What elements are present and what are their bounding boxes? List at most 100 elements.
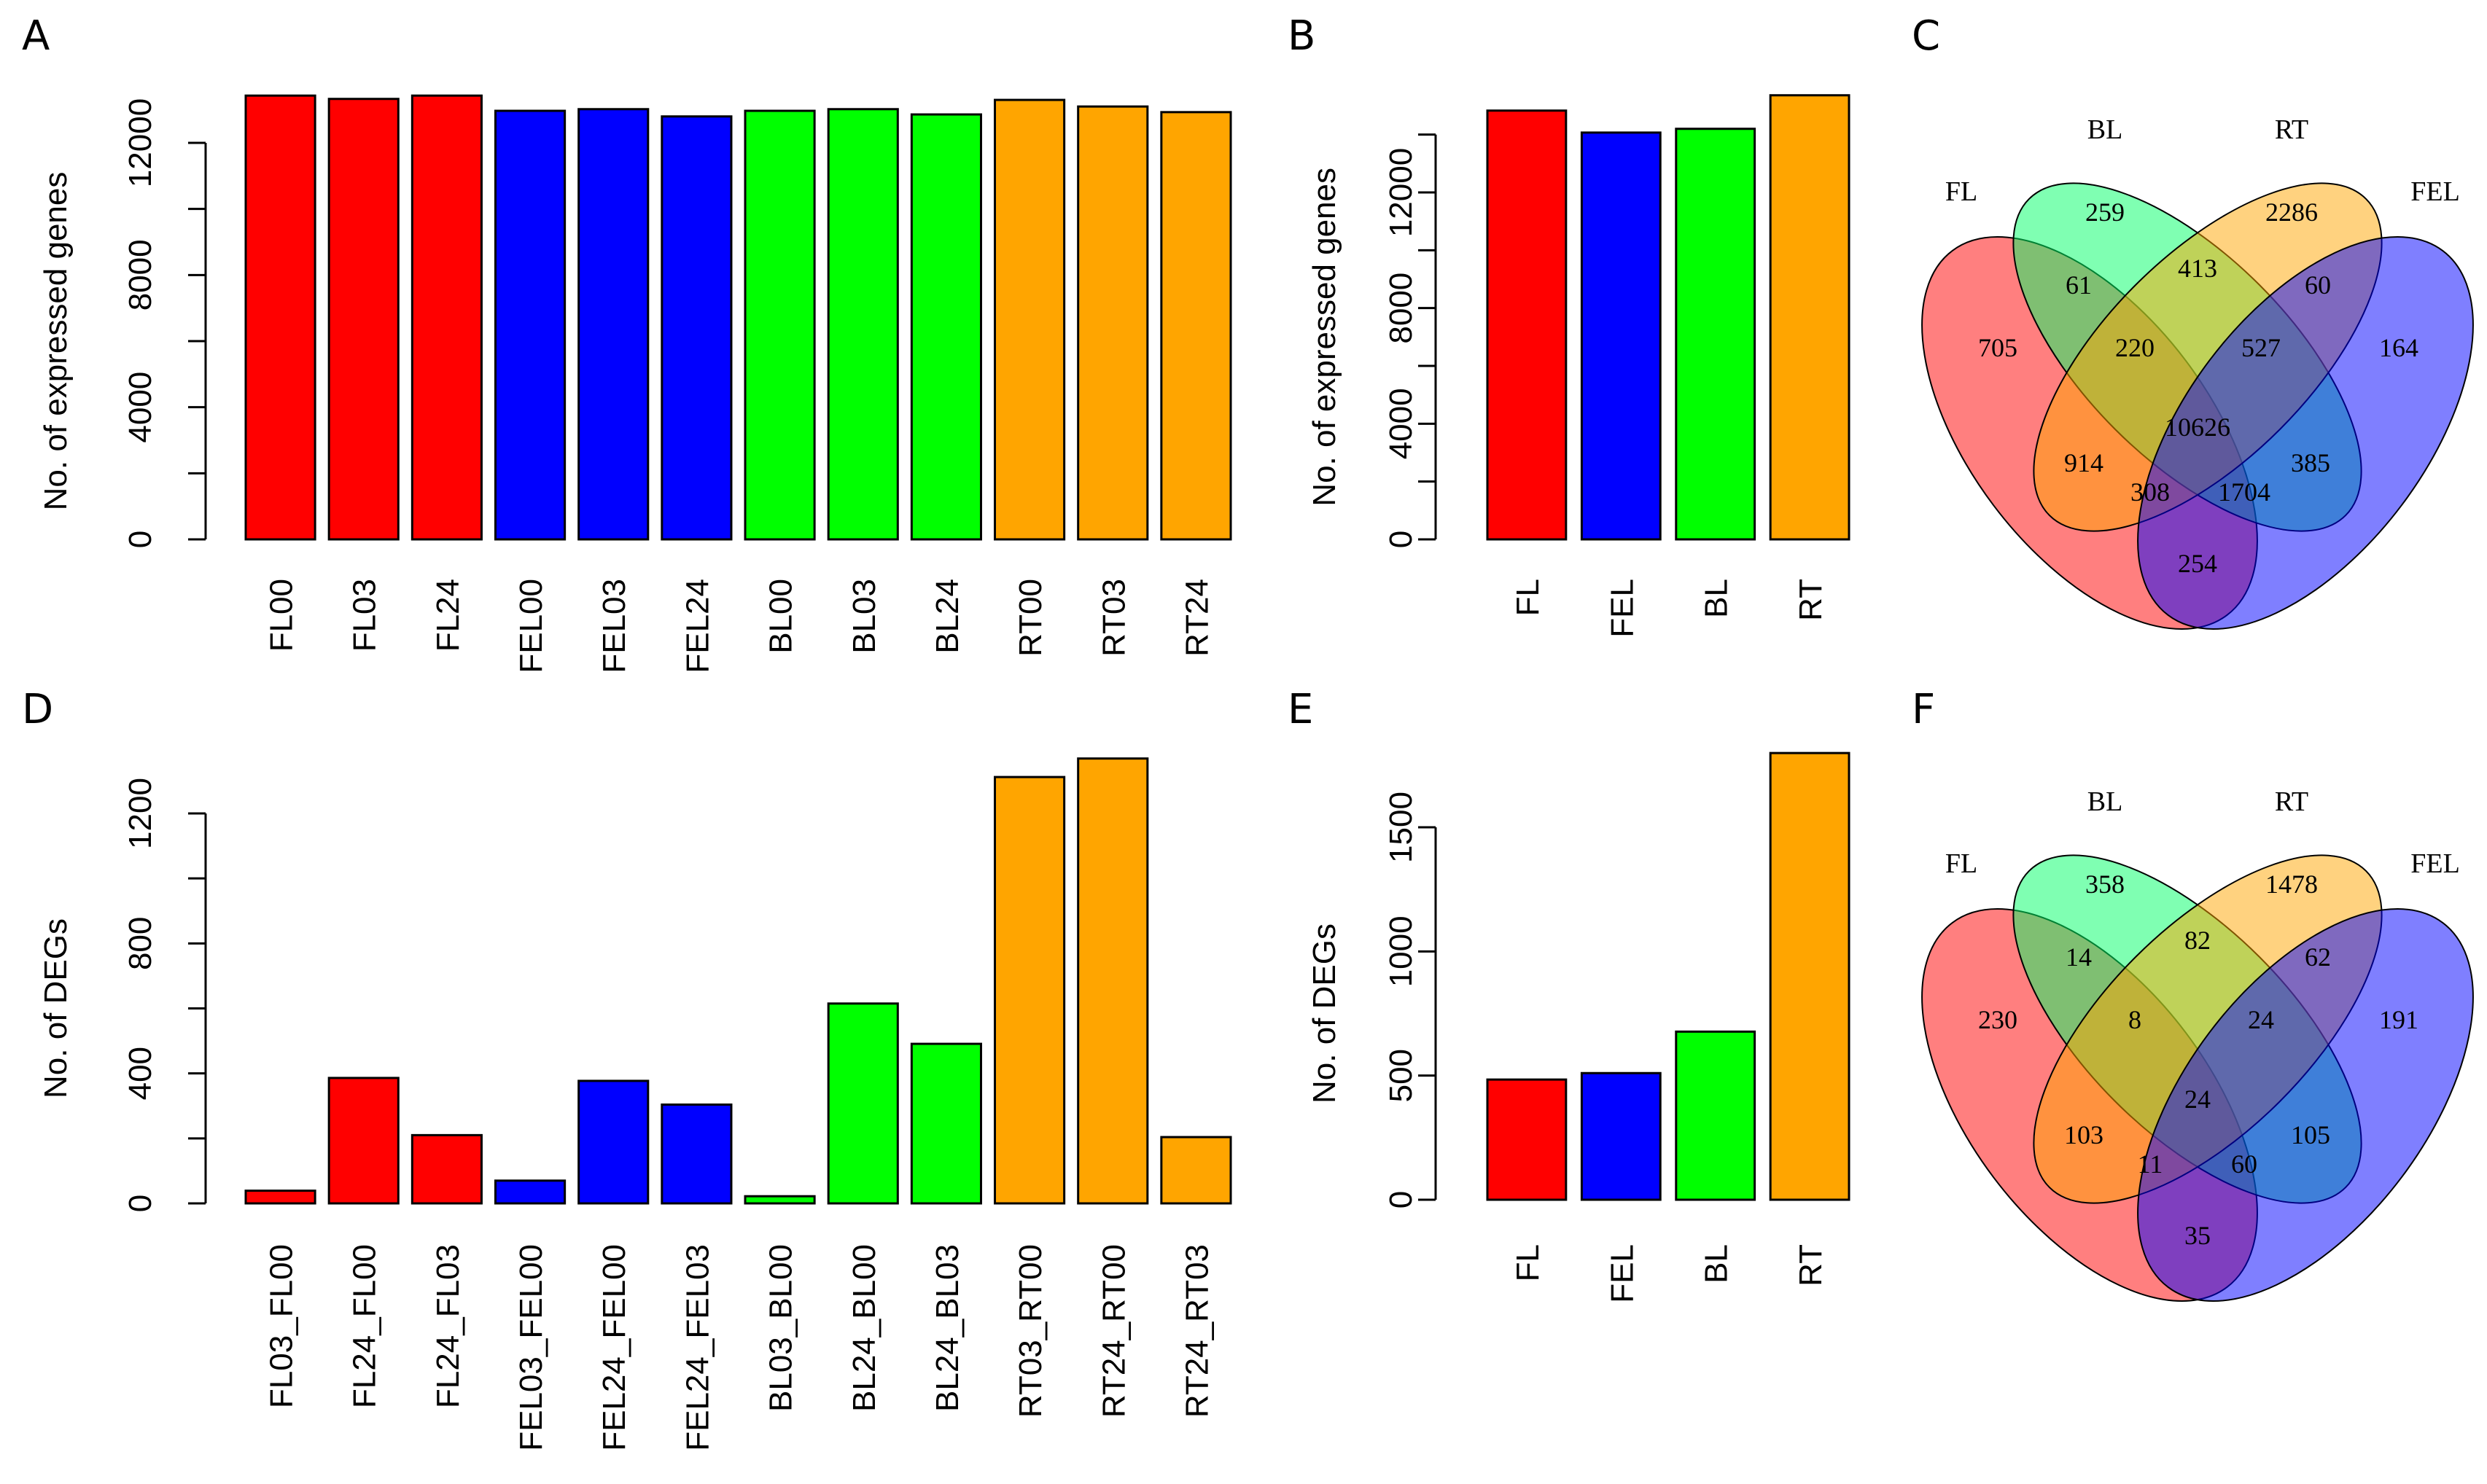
venn-region-count: 254: [2178, 549, 2217, 578]
x-tick-label: FEL00: [513, 579, 549, 673]
venn-region-count: 220: [2115, 333, 2155, 362]
panel-label-a: A: [22, 12, 50, 60]
venn-region-count: 10626: [2165, 413, 2230, 442]
x-tick-label: RT24: [1179, 579, 1215, 657]
x-tick-label: RT03: [1096, 579, 1132, 657]
bar-fl03: [327, 98, 400, 541]
x-tick-label: FL: [1510, 1244, 1546, 1281]
bar-fel03: [577, 108, 650, 541]
x-tick-label: BL03_BL00: [763, 1244, 799, 1412]
bar-rt03: [1077, 105, 1149, 541]
panel-label-e: E: [1288, 686, 1313, 733]
venn-region-count: 8: [2128, 1005, 2141, 1034]
venn-region-count: 24: [2184, 1085, 2211, 1114]
x-tick-label: BL24_BL03: [930, 1244, 965, 1412]
venn-set-label: RT: [2275, 114, 2308, 145]
bar-fl24: [410, 94, 483, 541]
x-tick-label: FL03_FL00: [264, 1244, 300, 1408]
venn-set-label: FEL: [2410, 848, 2460, 879]
x-tick-label: RT: [1793, 579, 1829, 621]
y-axis-title: No. of DEGs: [1307, 923, 1342, 1104]
venn-set-label: BL: [2087, 786, 2123, 817]
venn-region-count: 1704: [2218, 477, 2270, 507]
y-axis-title: No. of expressed genes: [38, 172, 74, 511]
venn-region-count: 62: [2305, 942, 2331, 972]
x-tick-label: FL24_FL03: [430, 1244, 466, 1408]
venn-set-fel: [2137, 236, 2474, 630]
bar-fel00: [494, 109, 567, 541]
x-tick-label: FL00: [264, 579, 300, 652]
x-tick-label: BL24_BL00: [846, 1244, 882, 1412]
x-tick-label: RT24_RT03: [1179, 1244, 1215, 1418]
venn-diagram-panel-f: FL BL RT FEL 358 1478 14 82 62 230 8 24 191 24 103 105 1…: [1921, 786, 2474, 1302]
venn-set-fel: [2137, 908, 2474, 1302]
x-tick-label: FEL03_FEL00: [513, 1244, 549, 1451]
bar-bl: [1675, 128, 1756, 541]
bar-rt24-rt03: [1160, 1136, 1232, 1205]
x-tick-label: RT24_RT00: [1096, 1244, 1132, 1418]
bar-bl03-bl00: [744, 1195, 816, 1205]
bar-chart-panel-e: 0 500 1000 1500 No. of DEGs FL FEL BL RT: [1307, 751, 1850, 1303]
panel-label-b: B: [1288, 12, 1315, 60]
venn-region-count: 82: [2184, 926, 2211, 955]
y-tick-label: 400: [122, 1047, 158, 1100]
x-tick-label: FL03: [347, 579, 383, 652]
bar-chart-panel-b: 0 4000 8000 12000 No. of expressed genes FL FE…: [1307, 94, 1850, 638]
bar-rt24: [1160, 111, 1232, 541]
venn-diagram-panel-c: FL BL RT FEL 259 2286 61 413 60 705 220 527 164 10626…: [1921, 114, 2474, 630]
x-tick-label: RT00: [1013, 579, 1048, 657]
bar-chart-panel-a: 0 4000 8000 12000 No. of expressed genes FL00…: [38, 94, 1232, 673]
venn-region-count: 2286: [2265, 198, 2318, 227]
x-tick-label: FL24_FL00: [347, 1244, 383, 1408]
venn-region-count: 914: [2064, 448, 2103, 477]
bar-fel24-fel00: [577, 1079, 650, 1205]
venn-region-count: 308: [2130, 477, 2170, 507]
y-tick-label: 0: [1383, 1191, 1419, 1208]
venn-region-count: 14: [2066, 942, 2092, 972]
venn-set-label: BL: [2087, 114, 2123, 145]
venn-region-count: 60: [2231, 1149, 2257, 1179]
venn-set-label: FEL: [2410, 176, 2460, 207]
x-tick-label: FEL: [1604, 1244, 1640, 1303]
bar-fl03-fl00: [244, 1190, 316, 1205]
y-axis-title: No. of expressed genes: [1307, 168, 1342, 507]
x-tick-label: FL: [1510, 579, 1546, 616]
venn-region-count: 705: [1978, 333, 2017, 362]
venn-region-count: 11: [2138, 1149, 2163, 1179]
venn-set-label: RT: [2275, 786, 2308, 817]
panel-label-f: F: [1912, 686, 1935, 733]
x-tick-label: FEL: [1604, 579, 1640, 638]
venn-region-count: 105: [2291, 1120, 2330, 1149]
bar-rt00: [994, 98, 1066, 541]
bar-rt03-rt00: [994, 776, 1066, 1205]
y-tick-label: 0: [122, 1195, 158, 1212]
venn-region-count: 191: [2379, 1005, 2418, 1034]
x-tick-label: FL24: [430, 579, 466, 652]
bar-rt: [1769, 94, 1850, 541]
x-tick-label: BL: [1699, 579, 1735, 618]
y-tick-label: 800: [122, 917, 158, 970]
venn-region-count: 385: [2291, 448, 2330, 477]
y-tick-label: 4000: [122, 372, 158, 443]
bar-fl: [1486, 1078, 1568, 1201]
x-tick-label: BL03: [846, 579, 882, 654]
venn-region-count: 527: [2241, 333, 2281, 362]
panel-label-c: C: [1912, 12, 1940, 60]
bar-bl24-bl00: [827, 1002, 899, 1205]
x-tick-label: BL24: [930, 579, 965, 654]
x-tick-label: FEL03: [596, 579, 632, 673]
venn-region-count: 259: [2085, 198, 2125, 227]
bar-fel24-fel03: [661, 1103, 733, 1205]
bar-fel: [1580, 1071, 1662, 1201]
venn-region-count: 230: [1978, 1005, 2017, 1034]
bar-bl00: [744, 109, 816, 541]
bar-fl24-fl00: [327, 1077, 400, 1205]
bar-bl03: [827, 108, 899, 541]
bar-bl24-bl03: [910, 1042, 982, 1205]
x-tick-label: BL00: [763, 579, 799, 654]
x-tick-label: RT: [1793, 1244, 1829, 1286]
venn-set-label: FL: [1945, 848, 1977, 879]
y-tick-label: 8000: [1383, 273, 1419, 344]
venn-region-count: 103: [2064, 1120, 2103, 1149]
